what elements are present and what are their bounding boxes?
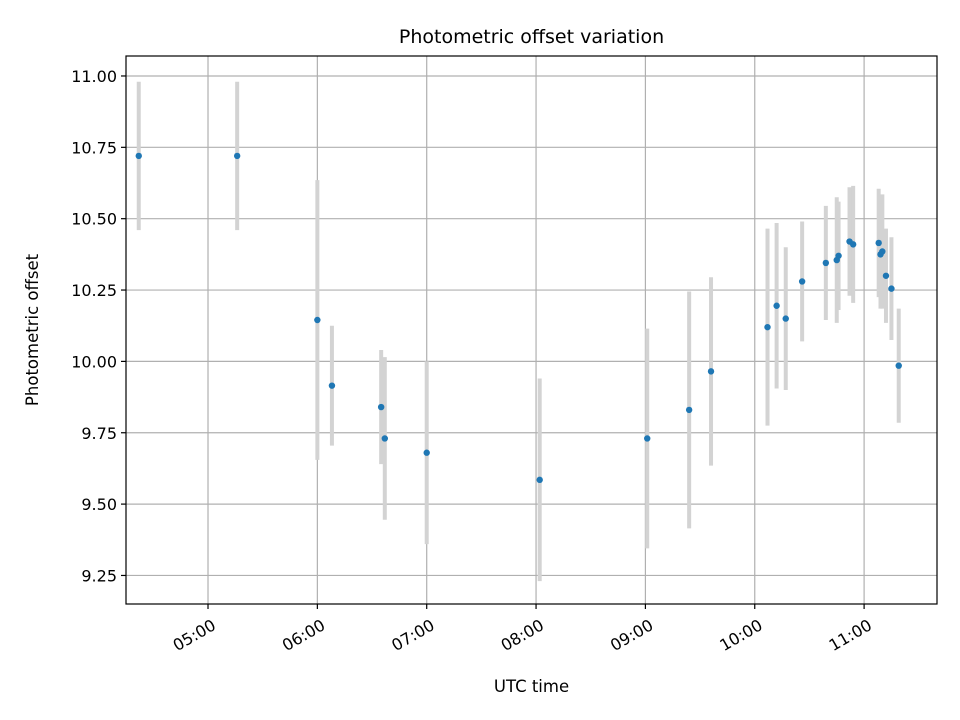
data-point <box>882 272 890 279</box>
chart-title: Photometric offset variation <box>399 26 664 48</box>
data-point <box>782 315 789 322</box>
data-point <box>644 435 651 442</box>
data-point <box>381 435 388 442</box>
y-axis-title: Photometric offset <box>23 253 42 406</box>
y-tick-label: 9.50 <box>81 495 117 514</box>
data-point <box>536 476 543 484</box>
data-point <box>895 362 902 369</box>
y-tick-label: 11.00 <box>71 67 117 86</box>
data-point <box>328 382 336 389</box>
data-point <box>764 323 771 331</box>
y-tick-label: 10.25 <box>71 281 117 300</box>
data-point <box>314 316 321 324</box>
point-layer <box>135 152 902 484</box>
data-point <box>888 285 895 292</box>
y-tick-label: 10.50 <box>71 210 117 229</box>
data-point <box>798 278 806 285</box>
data-point <box>835 252 842 259</box>
data-point <box>233 152 241 160</box>
y-tick-label: 10.00 <box>71 352 117 371</box>
y-tick-label: 9.25 <box>81 566 117 585</box>
data-point <box>377 403 385 411</box>
data-point <box>875 239 882 247</box>
x-axis-title: UTC time <box>494 677 569 696</box>
data-point <box>423 449 430 456</box>
data-point <box>773 302 780 309</box>
plot-frame <box>125 55 938 605</box>
data-point <box>849 241 857 248</box>
data-point <box>822 259 830 267</box>
y-tick-label: 9.75 <box>81 424 117 443</box>
data-point <box>879 248 886 255</box>
y-tick-label: 10.75 <box>71 138 117 157</box>
data-point <box>135 152 142 160</box>
data-point <box>707 368 715 375</box>
data-point <box>685 406 693 414</box>
